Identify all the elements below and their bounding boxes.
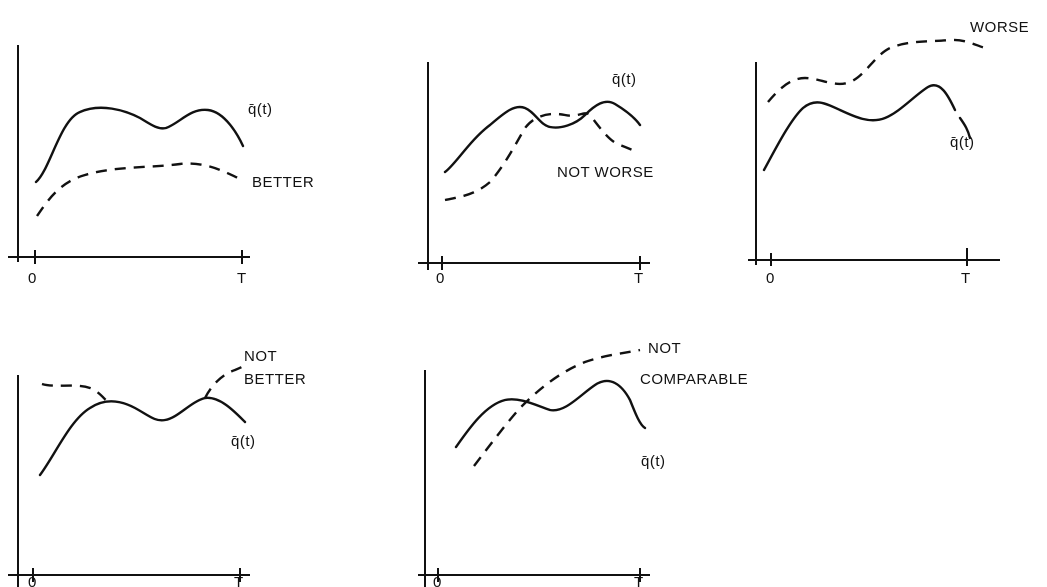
reference-curve xyxy=(454,379,647,449)
panel-not-better: 0 T NOT BETTER q̄(t) xyxy=(8,348,306,587)
axis-end-label: T xyxy=(961,270,970,287)
axis-end-label: T xyxy=(234,574,243,587)
reference-label: q̄(t) xyxy=(950,134,975,151)
reference-label: q̄(t) xyxy=(248,101,273,118)
reference-label: q̄(t) xyxy=(612,71,637,88)
reference-label: q̄(t) xyxy=(641,453,666,470)
comparison-label-line-2: COMPARABLE xyxy=(640,371,748,388)
comparison-label-line-1: NOT WORSE xyxy=(557,164,654,181)
axis-start-label: 0 xyxy=(28,574,36,587)
panel-better: 0 T q̄(t) BETTER xyxy=(8,45,314,287)
reference-label: q̄(t) xyxy=(231,433,256,450)
comparison-label-line-1: BETTER xyxy=(252,174,314,191)
not-better-curve xyxy=(41,382,109,403)
reference-curve-tail xyxy=(958,116,972,140)
not-worse-curve xyxy=(444,112,636,202)
reference-curve xyxy=(443,100,642,174)
axis-start-label: 0 xyxy=(766,270,774,287)
axis-end-label: T xyxy=(634,574,643,587)
axis-end-label: T xyxy=(237,270,246,287)
reference-curve xyxy=(38,396,247,477)
axis-start-label: 0 xyxy=(436,270,444,287)
comparison-label-line-2: BETTER xyxy=(244,371,306,388)
comparison-label-line-1: NOT xyxy=(244,348,277,365)
worse-curve xyxy=(767,38,986,103)
reference-curve xyxy=(34,106,245,184)
panel-not-comparable: 0 T NOT COMPARABLE q̄(t) xyxy=(418,340,748,587)
not-comparable-curve xyxy=(473,348,641,467)
reference-curve xyxy=(762,84,957,172)
panel-not-worse: 0 T q̄(t) NOT WORSE xyxy=(418,62,654,287)
better-curve xyxy=(36,162,239,217)
comparison-label-line-1: WORSE xyxy=(970,19,1029,36)
not-better-curve-tail xyxy=(203,362,249,399)
panel-worse: 0 T WORSE q̄(t) xyxy=(748,19,1029,287)
axis-start-label: 0 xyxy=(28,270,36,287)
axis-end-label: T xyxy=(634,270,643,287)
comparison-label-line-1: NOT xyxy=(648,340,681,357)
axis-start-label: 0 xyxy=(433,574,441,587)
